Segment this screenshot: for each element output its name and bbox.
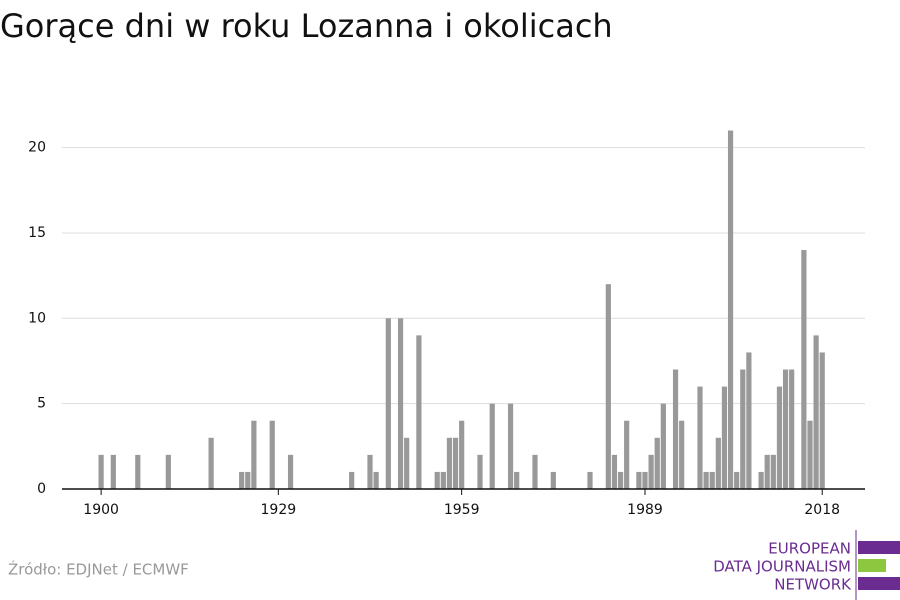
bar bbox=[703, 471, 709, 489]
bar bbox=[245, 471, 251, 489]
x-tick-label: 1929 bbox=[261, 502, 297, 518]
bar bbox=[697, 386, 703, 489]
bar bbox=[385, 318, 391, 489]
bar bbox=[789, 369, 795, 489]
bar bbox=[721, 386, 728, 489]
bar bbox=[367, 454, 373, 489]
source: Źródło: EDJNet / ECMWF bbox=[8, 560, 189, 579]
bar bbox=[587, 471, 593, 489]
y-tick-label: 15 bbox=[28, 225, 46, 241]
bar bbox=[514, 471, 520, 489]
bar bbox=[489, 403, 495, 489]
bar bbox=[679, 420, 685, 489]
bar bbox=[269, 420, 275, 489]
bar bbox=[416, 335, 422, 489]
bar bbox=[208, 437, 214, 489]
bar bbox=[287, 454, 294, 489]
bar bbox=[440, 471, 446, 489]
bar bbox=[532, 454, 538, 489]
logo-bar bbox=[858, 559, 886, 572]
x-tick-label: 1959 bbox=[444, 502, 480, 518]
bar bbox=[727, 130, 734, 489]
x-tick-label: 1989 bbox=[627, 502, 663, 518]
bar bbox=[734, 471, 740, 489]
bar bbox=[459, 420, 465, 489]
y-tick-label: 20 bbox=[28, 140, 46, 156]
bar bbox=[746, 352, 752, 489]
bar bbox=[98, 454, 104, 489]
logo-text: DATA JOURNALISM bbox=[713, 558, 851, 576]
y-tick-label: 10 bbox=[28, 310, 46, 326]
bar bbox=[135, 454, 141, 489]
bar bbox=[709, 471, 715, 489]
bar bbox=[110, 454, 116, 489]
bar bbox=[446, 437, 453, 489]
bar bbox=[770, 454, 776, 489]
logo-text: EUROPEAN bbox=[768, 540, 851, 558]
bar bbox=[642, 471, 648, 489]
bar bbox=[404, 437, 410, 489]
bar bbox=[251, 420, 257, 489]
bar bbox=[239, 471, 245, 489]
bar bbox=[611, 454, 618, 489]
logo-text: NETWORK bbox=[774, 576, 852, 594]
bar bbox=[715, 437, 721, 489]
bar bbox=[801, 250, 807, 489]
bar bbox=[758, 471, 764, 489]
bar bbox=[507, 403, 514, 489]
logo-bar bbox=[858, 577, 900, 590]
bar bbox=[672, 369, 679, 489]
bar bbox=[782, 369, 789, 489]
bar bbox=[434, 471, 440, 489]
bar bbox=[397, 318, 404, 489]
bar bbox=[349, 471, 355, 489]
bar bbox=[477, 454, 483, 489]
bar bbox=[648, 454, 654, 489]
bar bbox=[373, 471, 379, 489]
bar bbox=[605, 284, 611, 489]
bar bbox=[165, 454, 171, 489]
y-tick-label: 0 bbox=[37, 481, 46, 497]
chart-title: Gorące dni w roku Lozanna i okolicach bbox=[0, 7, 613, 45]
bar bbox=[764, 454, 770, 489]
bar bbox=[819, 352, 825, 489]
bar bbox=[740, 369, 746, 489]
x-tick-label: 2018 bbox=[804, 502, 840, 518]
logo-bar bbox=[858, 541, 900, 554]
bar bbox=[550, 471, 556, 489]
bar bbox=[776, 386, 783, 489]
bar bbox=[813, 335, 819, 489]
bar bbox=[654, 437, 660, 489]
y-tick-label: 5 bbox=[37, 396, 46, 412]
bar bbox=[624, 420, 630, 489]
bar bbox=[636, 471, 642, 489]
x-tick-label: 1900 bbox=[83, 502, 119, 518]
bar bbox=[452, 437, 459, 489]
bar bbox=[807, 420, 813, 489]
bar bbox=[660, 403, 666, 489]
bar bbox=[617, 471, 624, 489]
